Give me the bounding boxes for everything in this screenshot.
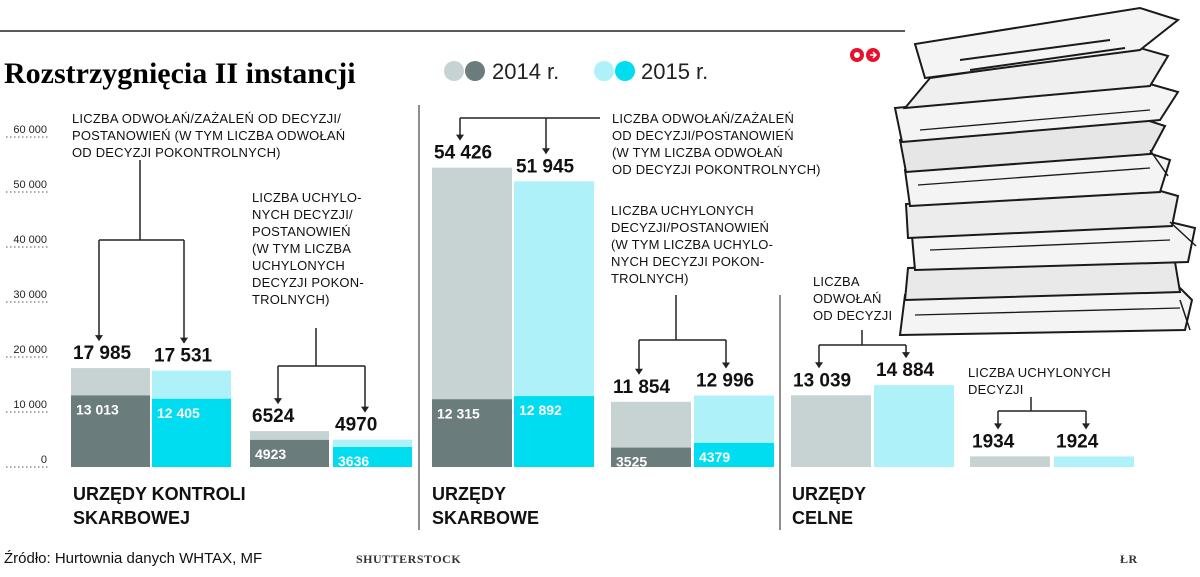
annotation-text: (W TYM LICZBA UCHYLO- <box>611 237 773 252</box>
bar-inner-2014 <box>250 439 329 467</box>
total-value-label: 1924 <box>1056 431 1099 452</box>
total-value-label: 17 531 <box>154 346 213 367</box>
legend-2015-dark-swatch <box>615 61 635 81</box>
source-text: Źródło: Hurtownia danych WHTAX, MF <box>4 550 262 567</box>
total-value-label: 14 884 <box>876 360 935 381</box>
annotation-text: (W TYM LICZBA <box>252 241 351 256</box>
annotation-text: OD DECYZJI POKONTROLNYCH) <box>72 145 281 160</box>
chart-title: Rozstrzygnięcia II instancji <box>4 57 356 90</box>
bracket-arrow <box>542 148 550 155</box>
legend-2014-light-swatch <box>444 61 464 81</box>
y-tick-label: 20 000 <box>13 344 47 356</box>
total-value-label: 13 039 <box>793 370 851 391</box>
bar-inner-2015 <box>333 447 412 467</box>
bracket-arrow <box>1082 423 1090 430</box>
y-tick-label: 40 000 <box>13 234 47 246</box>
y-tick-label: 30 000 <box>13 289 47 301</box>
annotation-text: DECYZJI <box>968 382 1024 397</box>
inner-value-label: 13 013 <box>76 401 119 417</box>
legend: 2014 r. 2015 r. <box>444 59 708 84</box>
y-tick-label: 10 000 <box>13 399 47 411</box>
y-tick-label: 50 000 <box>13 179 47 191</box>
bracket-arrow <box>180 337 188 344</box>
bracket-arrow <box>95 335 103 342</box>
annotation-text: LICZBA ODWOŁAŃ/ZAŻALEŃ <box>612 111 794 126</box>
bar-inner-2015 <box>152 398 231 467</box>
annotation-text: TROLNYCH) <box>252 292 330 307</box>
bracket-arrow <box>456 134 464 141</box>
bar-total-2015 <box>874 385 954 467</box>
inner-value-label: 12 315 <box>437 405 480 421</box>
bar-total-2014 <box>970 456 1050 467</box>
inner-value-label: 4923 <box>255 446 286 462</box>
annotation-text: OD DECYZJI <box>813 308 892 323</box>
annotation-text: ODWOŁAŃ <box>813 291 882 306</box>
total-value-label: 54 426 <box>434 143 492 164</box>
annotation-text: DECYZJI/POSTANOWIEŃ <box>611 220 769 235</box>
legend-2015-label: 2015 r. <box>641 59 708 84</box>
annotation-text: DECYZJI POKON- <box>252 275 364 290</box>
annotation-text: OD DECYZJI POKONTROLNYCH) <box>612 162 821 177</box>
inner-value-label: 12 892 <box>519 402 562 418</box>
group-label: URZĘDY <box>792 484 866 504</box>
annotation-text: POSTANOWIEŃ <box>252 224 351 239</box>
inner-value-label: 4379 <box>699 449 730 465</box>
annotation-text: LICZBA UCHYLO- <box>252 190 362 205</box>
y-tick-label: 60 000 <box>13 124 47 136</box>
bracket-arrow <box>722 362 730 369</box>
total-value-label: 4970 <box>335 415 377 436</box>
annotation-text: OD DECYZJI/POSTANOWIEŃ <box>612 128 794 143</box>
bar-inner-2014 <box>432 399 512 467</box>
bar-total-2015 <box>1054 456 1134 467</box>
annotation-text: UCHYLONYCH <box>252 258 345 273</box>
bracket-arrow <box>994 423 1002 430</box>
publisher-logo-icon <box>850 48 880 62</box>
bar-inner-2015 <box>694 442 774 467</box>
annotation-text: (W TYM LICZBA ODWOŁAŃ <box>612 145 783 160</box>
inner-value-label: 3525 <box>616 454 647 470</box>
legend-2014-dark-swatch <box>465 61 485 81</box>
annotation-text: POSTANOWIEŃ (W TYM LICZBA ODWOŁAŃ <box>72 128 345 143</box>
total-value-label: 12 996 <box>696 371 754 392</box>
total-value-label: 51 945 <box>516 156 575 177</box>
paper-stack-illustration <box>893 6 1197 337</box>
total-value-label: 11 854 <box>613 377 670 398</box>
plot-area: LICZBA ODWOŁAŃ/ZAŻALEŃ OD DECYZJI/POSTAN… <box>71 111 1134 470</box>
annotation-text: TROLNYCH) <box>611 271 689 286</box>
bracket-arrow <box>902 352 910 359</box>
annotation-text: LICZBA UCHYLONYCH <box>611 203 754 218</box>
bracket-arrow <box>635 368 643 375</box>
annotation-text: LICZBA UCHYLONYCH <box>968 365 1111 380</box>
author-signature: ŁR <box>1120 552 1138 566</box>
group-label: CELNE <box>792 508 853 528</box>
group-label: URZĘDY KONTROLI <box>73 484 246 504</box>
total-value-label: 6524 <box>252 406 295 427</box>
bar-inner-2014 <box>611 447 691 467</box>
legend-2015-light-swatch <box>594 61 614 81</box>
bar-inner-2015 <box>514 396 594 467</box>
photo-credit: SHUTTERSTOCK <box>356 552 461 566</box>
y-axis: 60 000 50 000 40 000 30 000 20 000 10 000 0 <box>6 124 50 468</box>
y-tick-label: 0 <box>41 454 47 466</box>
annotation-text: NYCH DECYZJI/ <box>252 207 353 222</box>
inner-value-label: 12 405 <box>157 405 200 421</box>
inner-value-label: 3636 <box>338 453 369 469</box>
bar-total-2014 <box>791 395 871 467</box>
group-label: SKARBOWEJ <box>73 508 190 528</box>
annotation-text: LICZBA ODWOŁAŃ/ZAŻALEŃ OD DECYZJI/ <box>72 111 341 126</box>
annotation-text: LICZBA <box>813 274 860 289</box>
annotation-text: NYCH DECYZJI POKON- <box>611 254 764 269</box>
bracket-arrow <box>361 406 369 413</box>
bar-inner-2014 <box>71 395 150 467</box>
total-value-label: 17 985 <box>73 343 132 364</box>
legend-2014-label: 2014 r. <box>492 59 559 84</box>
total-value-label: 1934 <box>972 431 1015 452</box>
bracket-arrow <box>274 398 282 405</box>
group-label: URZĘDY <box>432 484 506 504</box>
group-label: SKARBOWE <box>432 508 539 528</box>
bracket-arrow <box>815 362 823 369</box>
